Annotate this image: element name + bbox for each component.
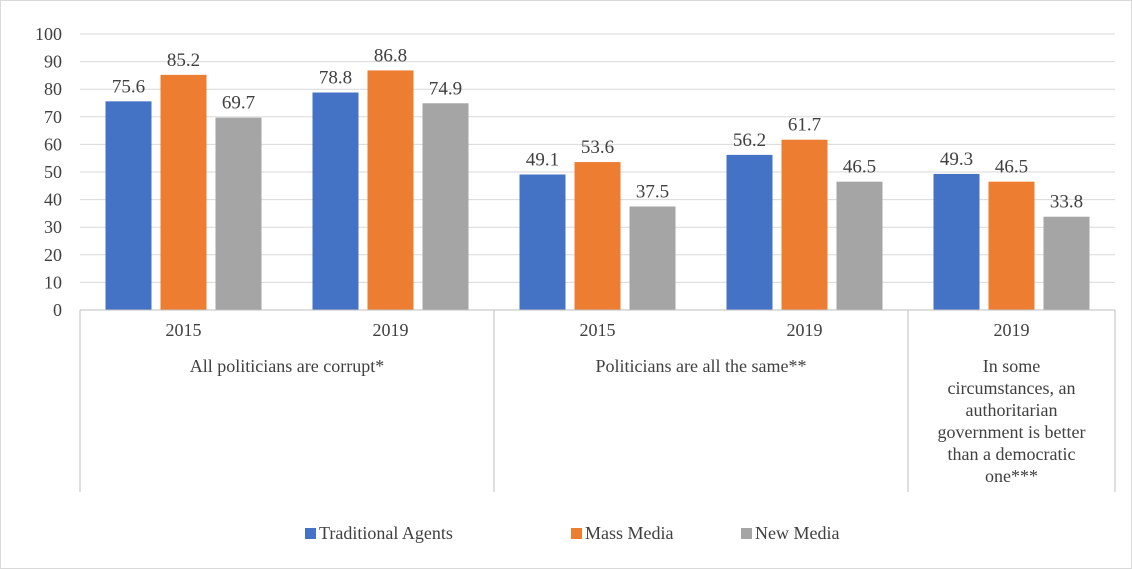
bar xyxy=(215,117,262,311)
bar xyxy=(726,154,773,310)
y-tick-label: 70 xyxy=(44,107,62,127)
bar xyxy=(105,101,152,311)
x-tick-label: 2019 xyxy=(787,320,823,340)
data-label: 61.7 xyxy=(788,115,821,136)
legend-swatch xyxy=(571,528,582,539)
data-label: 78.8 xyxy=(319,68,352,89)
data-label: 75.6 xyxy=(112,76,145,97)
y-tick-label: 50 xyxy=(44,162,62,182)
data-label: 56.2 xyxy=(733,130,766,151)
y-tick-label: 90 xyxy=(44,52,62,72)
legend-entry: Mass Media xyxy=(585,523,674,543)
data-label: 69.7 xyxy=(222,93,255,114)
bar xyxy=(836,181,883,310)
legend-swatch xyxy=(305,528,316,539)
data-label: 74.9 xyxy=(429,78,462,99)
y-tick-label: 10 xyxy=(44,272,62,292)
y-tick-label: 40 xyxy=(44,190,62,210)
bar xyxy=(367,70,414,310)
group-label: government is better xyxy=(938,422,1086,442)
bar xyxy=(312,92,359,311)
data-labels: 75.6 85.2 69.7 78.8 86.8 74.9 49.1 53.6 37.5 56.2… xyxy=(112,45,1083,212)
bars xyxy=(105,70,1090,311)
bar xyxy=(574,162,621,310)
data-label: 49.3 xyxy=(940,149,973,170)
bar xyxy=(160,74,207,311)
legend: Traditional Agents Mass Media New Media xyxy=(305,523,839,543)
bar xyxy=(988,181,1035,310)
legend-entry: Traditional Agents xyxy=(319,523,453,543)
data-label: 53.6 xyxy=(581,137,614,158)
data-label: 46.5 xyxy=(843,157,876,178)
group-label: one*** xyxy=(985,466,1038,486)
data-label: 46.5 xyxy=(995,157,1028,178)
y-tick-label: 30 xyxy=(44,217,62,237)
data-label: 49.1 xyxy=(526,149,559,170)
x-axis: 2015 2019 All politicians are corrupt* 2015… xyxy=(79,309,1116,492)
bar xyxy=(519,174,566,310)
legend-entry: New Media xyxy=(755,523,839,543)
bar xyxy=(781,139,828,310)
bar xyxy=(1043,216,1090,310)
legend-swatch xyxy=(741,528,752,539)
group-label: circumstances, an xyxy=(948,378,1076,398)
data-label: 37.5 xyxy=(636,182,669,203)
group-label: All politicians are corrupt* xyxy=(190,356,384,376)
x-tick-label: 2019 xyxy=(373,320,409,340)
y-axis-tick-labels: 0 10 20 30 40 50 60 70 80 90 100 xyxy=(35,24,62,320)
data-label: 33.8 xyxy=(1050,192,1083,213)
group-label: In some xyxy=(983,356,1041,376)
x-tick-label: 2019 xyxy=(994,320,1030,340)
bar xyxy=(422,103,469,310)
bar xyxy=(933,173,980,310)
group-label: than a democratic xyxy=(948,444,1076,464)
y-tick-label: 100 xyxy=(35,24,62,44)
x-tick-label: 2015 xyxy=(580,320,616,340)
x-tick-label: 2015 xyxy=(166,320,202,340)
group-label: authoritarian xyxy=(966,400,1058,420)
data-label: 86.8 xyxy=(374,45,407,66)
y-tick-label: 60 xyxy=(44,134,62,154)
data-label: 85.2 xyxy=(167,50,200,71)
group-label: Politicians are all the same** xyxy=(596,356,807,376)
y-tick-label: 80 xyxy=(44,79,62,99)
bar xyxy=(629,206,676,310)
y-tick-label: 20 xyxy=(44,245,62,265)
y-tick-label: 0 xyxy=(53,300,62,320)
